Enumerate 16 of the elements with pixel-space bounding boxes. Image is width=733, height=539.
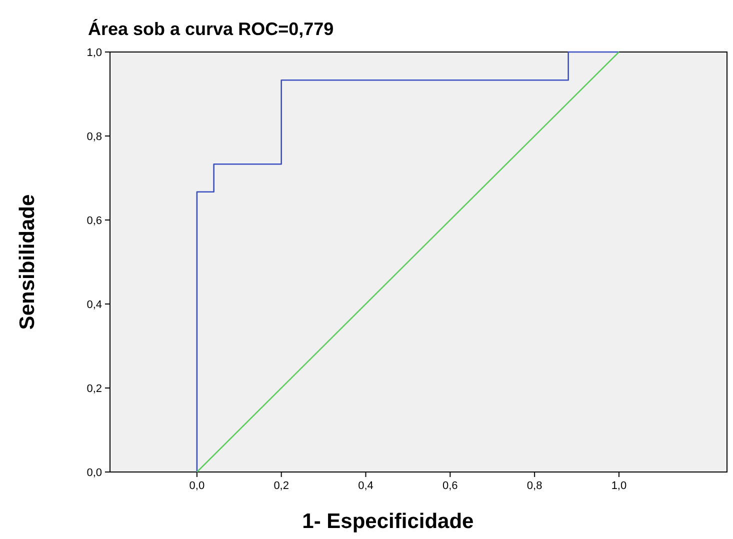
line-series — [196, 51, 620, 473]
x-tick-label: 0,6 — [442, 480, 458, 492]
y-tick-label: 0,2 — [86, 382, 102, 395]
x-tick-label: 0,2 — [274, 480, 289, 492]
x-tick-label: 1,0 — [611, 480, 627, 492]
x-axis-title: 1- Especificidade — [302, 510, 474, 533]
y-tick-label: 0,4 — [86, 298, 102, 311]
x-tick-label: 0,0 — [189, 480, 205, 492]
chart-title: Área sob a curva ROC=0,779 — [88, 19, 334, 39]
x-tick-label: 0,4 — [358, 480, 374, 492]
y-tick-label: 1,0 — [86, 46, 102, 59]
y-axis-title: Sensibilidade — [16, 194, 39, 330]
x-tick-label: 0,8 — [526, 480, 542, 492]
y-tick-label: 0,8 — [86, 130, 102, 143]
y-tick-label: 0,6 — [86, 214, 102, 227]
y-tick-label: 0,0 — [86, 466, 102, 479]
